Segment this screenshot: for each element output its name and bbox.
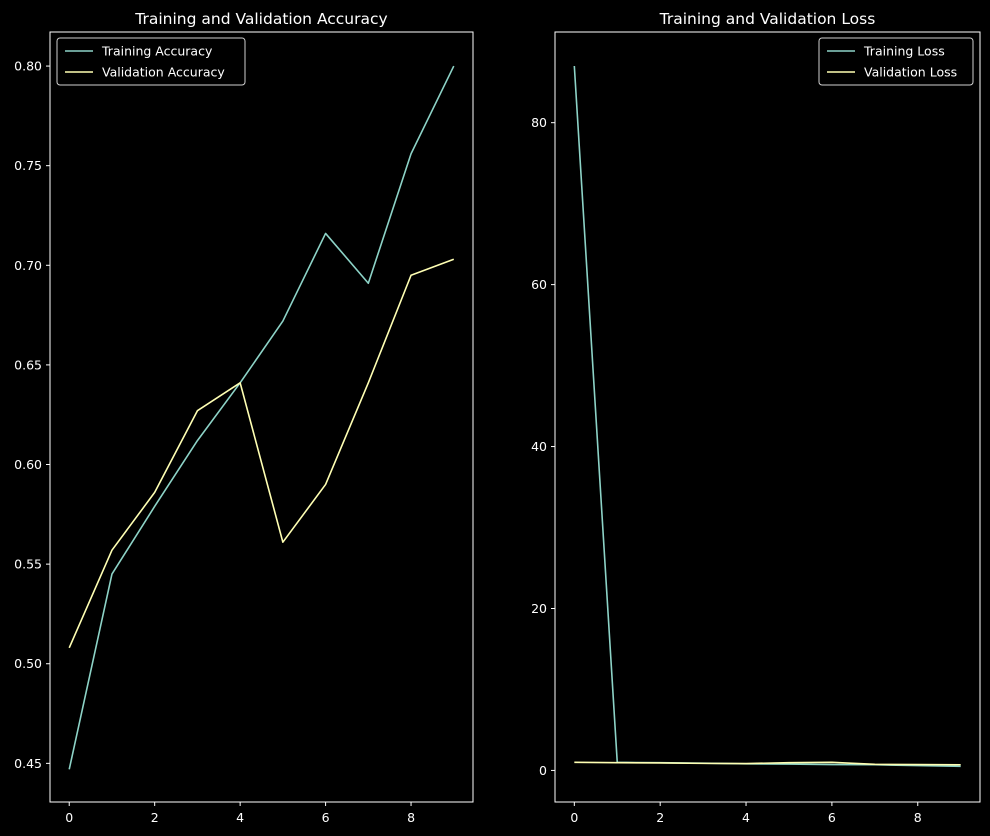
- accuracy-chart-title: Training and Validation Accuracy: [134, 10, 387, 28]
- y-tick-label: 80: [531, 115, 547, 130]
- x-tick-label: 2: [151, 810, 159, 825]
- legend-label-training-accuracy: Training Accuracy: [101, 44, 213, 59]
- y-tick-label: 60: [531, 277, 547, 292]
- series-line-validation-accuracy: [68, 258, 455, 649]
- accuracy-chart-lines: [68, 65, 455, 770]
- loss-chart-legend: Training Loss Validation Loss: [818, 37, 974, 86]
- x-tick-label: 8: [407, 810, 415, 825]
- x-tick-label: 6: [322, 810, 330, 825]
- loss-chart-frame: [554, 31, 981, 803]
- y-tick-label: 0: [539, 763, 547, 778]
- accuracy-chart: Training and Validation Accuracy 0 2 4 6 8 0.…: [14, 10, 474, 825]
- x-tick-label: 4: [742, 810, 750, 825]
- y-tick-label: 0.75: [14, 158, 42, 173]
- loss-chart: Training and Validation Loss 0 2 4 6 8020406…: [531, 10, 981, 825]
- y-tick-label: 0.80: [14, 59, 42, 74]
- x-tick-label: 0: [570, 810, 578, 825]
- loss-chart-title: Training and Validation Loss: [659, 10, 876, 28]
- x-tick-label: 0: [65, 810, 73, 825]
- x-tick-label: 2: [656, 810, 664, 825]
- x-tick-label: 8: [914, 810, 922, 825]
- x-tick-label: 4: [236, 810, 244, 825]
- y-tick-label: 0.70: [14, 258, 42, 273]
- series-line-validation-loss: [574, 761, 961, 766]
- legend-label-validation-accuracy: Validation Accuracy: [102, 65, 225, 80]
- y-tick-label: 0.65: [14, 357, 42, 372]
- accuracy-chart-frame: [49, 31, 474, 803]
- accuracy-chart-ticks: 0 2 4 6 8 0.45 0.50 0.55 0.60 0.65 0.70 0.75 0.80: [14, 59, 415, 825]
- y-tick-label: 0.55: [14, 557, 42, 572]
- legend-label-training-loss: Training Loss: [863, 44, 945, 59]
- accuracy-legend-box: [56, 37, 246, 86]
- loss-legend-box: [818, 37, 974, 86]
- loss-chart-lines: [573, 65, 961, 768]
- y-tick-label: 0.50: [14, 656, 42, 671]
- y-tick-label: 40: [531, 439, 547, 454]
- series-line-training-accuracy: [68, 65, 455, 770]
- y-tick-label: 20: [531, 601, 547, 616]
- accuracy-chart-legend: Training Accuracy Validation Accuracy: [56, 37, 246, 86]
- x-tick-label: 6: [828, 810, 836, 825]
- y-tick-label: 0.60: [14, 457, 42, 472]
- legend-label-validation-loss: Validation Loss: [864, 65, 957, 80]
- y-tick-label: 0.45: [14, 756, 42, 771]
